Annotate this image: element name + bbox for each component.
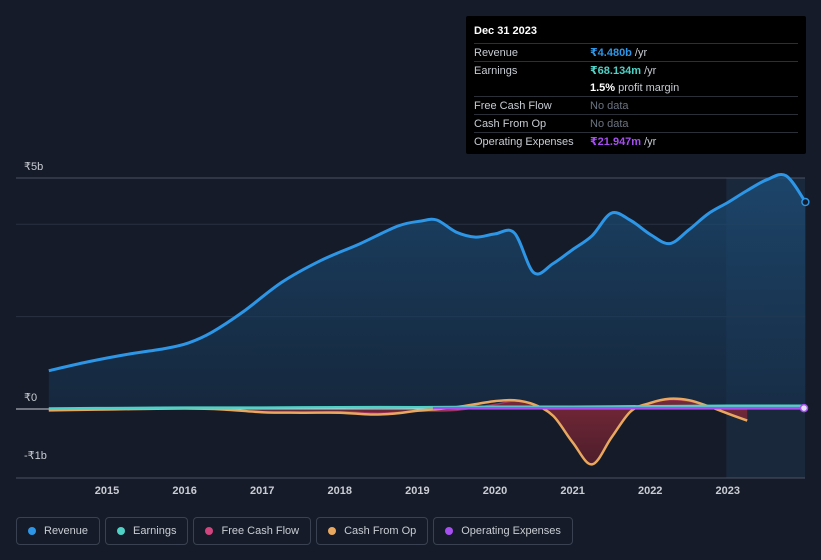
y-tick-label-0: ₹5b: [24, 161, 43, 173]
y-tick-label-1: ₹0: [24, 392, 37, 404]
tooltip-panel: Dec 31 2023 Revenue ₹4.480b /yr Earnings…: [466, 16, 806, 154]
x-tick-label-2020: 2020: [483, 485, 507, 497]
x-tick-label-2021: 2021: [560, 485, 584, 497]
legend-label-fcf: Free Cash Flow: [221, 525, 300, 537]
legend-item-earnings[interactable]: Earnings: [105, 517, 189, 545]
tooltip-row-earnings: Earnings ₹68.134m /yr: [474, 61, 798, 79]
tooltip-date: Dec 31 2023: [474, 25, 537, 37]
revenue-area: [48, 174, 806, 409]
revenue-end-marker: [801, 197, 810, 207]
legend-label-revenue: Revenue: [44, 525, 89, 537]
tooltip-label-cfo: Cash From Op: [474, 117, 547, 130]
tooltip-label-fcf: Free Cash Flow: [474, 99, 552, 112]
x-tick-label-2018: 2018: [328, 485, 352, 497]
tooltip-label-revenue: Revenue: [474, 46, 519, 59]
legend-dot-fcf: [205, 527, 214, 535]
legend-item-opex[interactable]: Operating Expenses: [433, 517, 573, 545]
tooltip-value-earnings: ₹68.134m: [590, 65, 642, 77]
x-tick-label-2015: 2015: [95, 485, 119, 497]
legend-dot-earnings: [117, 527, 126, 535]
earnings-line: [48, 404, 806, 410]
chart-legend: Revenue Earnings Free Cash Flow Cash Fro…: [16, 517, 573, 547]
tooltip-row-opex: Operating Expenses ₹21.947m /yr: [474, 132, 798, 150]
tooltip-row-revenue: Revenue ₹4.480b /yr: [474, 43, 798, 61]
y-tick-label-2: -₹1b: [24, 450, 47, 462]
tooltip-unit-opex: /yr: [644, 135, 657, 148]
tooltip-text-margin: profit margin: [618, 81, 680, 94]
x-tick-label-2023: 2023: [716, 485, 740, 497]
tooltip-row-cfo: Cash From Op No data: [474, 114, 798, 132]
tooltip-label-earnings: Earnings: [474, 64, 518, 77]
legend-label-earnings: Earnings: [133, 525, 177, 537]
tooltip-row-fcf: Free Cash Flow No data: [474, 96, 798, 114]
legend-item-cfo[interactable]: Cash From Op: [316, 517, 429, 545]
legend-label-cfo: Cash From Op: [344, 525, 417, 537]
tooltip-value-fcf: No data: [590, 99, 629, 112]
legend-item-fcf[interactable]: Free Cash Flow: [193, 517, 312, 545]
tooltip-label-opex: Operating Expenses: [474, 135, 574, 148]
opex-end-marker: [799, 403, 809, 413]
legend-label-opex: Operating Expenses: [461, 525, 561, 537]
tooltip-value-opex: ₹21.947m: [590, 136, 642, 148]
tooltip-row-margin: 1.5% profit margin: [474, 79, 798, 96]
tooltip-unit-earnings: /yr: [644, 64, 657, 77]
tooltip-value-cfo: No data: [590, 117, 629, 130]
legend-item-revenue[interactable]: Revenue: [16, 517, 101, 545]
tooltip-unit-revenue: /yr: [634, 46, 648, 59]
x-tick-label-2022: 2022: [638, 485, 662, 497]
legend-dot-revenue: [28, 527, 36, 535]
tooltip-value-revenue: ₹4.480b: [590, 47, 632, 59]
fcf-area: [48, 399, 748, 465]
x-tick-label-2019: 2019: [405, 485, 429, 497]
legend-dot-cfo: [328, 527, 337, 535]
revenue-line: [48, 172, 807, 373]
cfo-line: [48, 397, 748, 466]
x-tick-label-2016: 2016: [172, 485, 196, 497]
legend-dot-opex: [445, 527, 454, 535]
tooltip-value-margin: 1.5%: [590, 81, 616, 94]
x-tick-label-2017: 2017: [250, 485, 274, 497]
